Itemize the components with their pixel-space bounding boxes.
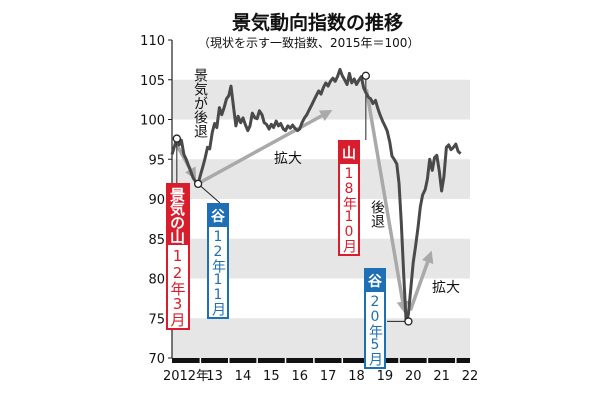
turning-point-marker: [193, 179, 203, 189]
x-tick-label: 2012年: [163, 369, 209, 384]
x-tick-label: 20: [405, 369, 422, 384]
peak-2012-label: 景気の山 12年3月: [166, 183, 190, 330]
y-tick-label: 100: [140, 114, 165, 129]
y-tick-label: 80: [148, 273, 165, 288]
x-tick-label: 13: [206, 369, 223, 384]
leader-trough-2012: [197, 183, 221, 204]
trough-2012-date: 12年11月: [210, 229, 226, 315]
y-tick-label: 110: [140, 34, 165, 49]
chart-subtitle: （現状を示す一致指数、2015年＝100）: [198, 36, 420, 50]
y-tick-label: 105: [140, 74, 165, 89]
x-axis-bar: [172, 358, 470, 363]
trough-2020-date: 20年5月: [367, 294, 383, 365]
grid-band: [172, 318, 470, 358]
trough-2020-tag: 谷: [366, 270, 384, 292]
chart-title: 景気動向指数の推移: [232, 12, 404, 34]
arrow-expansion-2-head: [422, 250, 434, 264]
x-tick-label: 17: [320, 369, 337, 384]
expansion-1-text: 拡大: [274, 151, 302, 167]
x-tick-label: 22: [462, 369, 479, 384]
peak-2018-label: 山 18年10月: [338, 140, 360, 256]
turning-point-marker: [361, 71, 370, 80]
x-tick-label: 14: [235, 369, 252, 384]
x-tick-label: 21: [433, 369, 450, 384]
turning-point-marker: [404, 317, 413, 326]
y-tick-label: 70: [148, 352, 165, 367]
x-tick-label: 15: [263, 369, 280, 384]
recession-2012-text: 景気が後退: [192, 68, 208, 138]
trough-2020-label: 谷 20年5月: [364, 268, 386, 369]
arrow-expansion-1-head: [318, 109, 333, 121]
expansion-2-text: 拡大: [432, 280, 460, 296]
recession-2018-text: 後退: [369, 200, 385, 228]
y-tick-label: 95: [148, 153, 165, 168]
y-tick-label: 75: [148, 312, 165, 327]
x-tick-label: 19: [377, 369, 394, 384]
peak-2018-tag: 山: [340, 142, 358, 164]
trough-2012-label: 谷 12年11月: [207, 203, 229, 319]
turning-point-marker: [172, 134, 181, 143]
series-line: [170, 67, 462, 323]
arrow-recession-2018-shaft: [364, 88, 405, 302]
peak-2018-date: 18年10月: [341, 166, 357, 252]
y-tick-label: 90: [148, 193, 165, 208]
peak-2012-date: 12年3月: [168, 247, 187, 326]
grid-band: [172, 159, 470, 199]
x-tick-label: 16: [291, 369, 308, 384]
peak-2012-tag: 景気の山: [168, 185, 188, 245]
trough-2012-tag: 谷: [209, 205, 227, 227]
arrow-expansion-2-shaft: [408, 261, 430, 311]
y-tick-label: 85: [148, 233, 165, 248]
x-tick-label: 18: [348, 369, 365, 384]
